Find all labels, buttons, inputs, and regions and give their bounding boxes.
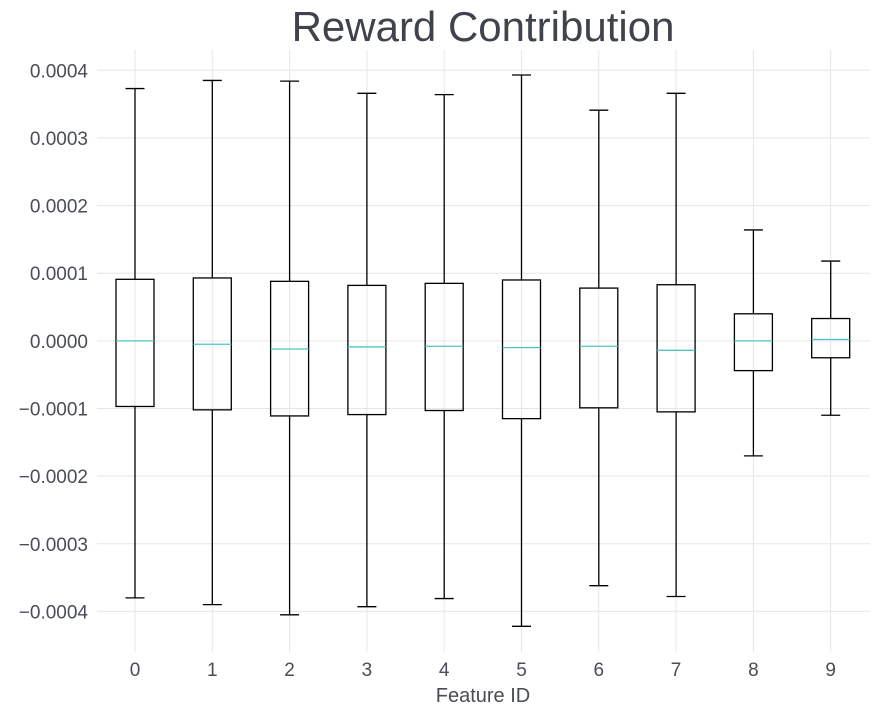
- x-tick-label: 2: [284, 660, 295, 681]
- box-plot-feature-8: [733, 229, 774, 457]
- y-tick-label: 0.0003: [30, 129, 88, 150]
- y-tick-label: 0.0004: [30, 61, 89, 82]
- boxes-layer: [115, 74, 851, 627]
- x-tick-label: 3: [362, 660, 373, 681]
- interquartile-box: [811, 317, 851, 359]
- x-axis-label: Feature ID: [436, 685, 530, 707]
- interquartile-box: [733, 313, 774, 372]
- box-plot-feature-3: [347, 92, 387, 608]
- interquartile-box: [579, 287, 619, 409]
- box-plot-feature-2: [269, 80, 310, 616]
- x-tick-label: 7: [671, 660, 682, 681]
- ticks-layer: −0.0004 −0.0003 −0.0002 −0.0001 0.0000 0.0001…: [19, 61, 836, 681]
- x-tick-label: 1: [207, 660, 218, 681]
- box-plot-feature-9: [811, 260, 851, 416]
- interquartile-box: [424, 282, 464, 412]
- y-tick-label: 0.0002: [30, 197, 88, 218]
- interquartile-box: [115, 278, 155, 408]
- x-tick-label: 4: [439, 660, 450, 681]
- x-tick-label: 8: [748, 660, 759, 681]
- y-tick-label: −0.0001: [19, 399, 88, 420]
- y-tick-label: 0.0001: [30, 264, 88, 285]
- interquartile-box: [656, 284, 696, 413]
- y-tick-label: −0.0002: [19, 467, 88, 488]
- x-tick-label: 6: [594, 660, 605, 681]
- box-plot-feature-5: [501, 74, 542, 627]
- interquartile-box: [501, 279, 542, 420]
- y-tick-label: −0.0003: [19, 535, 88, 556]
- box-plot-feature-4: [424, 93, 464, 600]
- box-plot-feature-0: [115, 87, 155, 599]
- interquartile-box: [347, 284, 387, 416]
- x-tick-label: 5: [516, 660, 527, 681]
- x-tick-label: 9: [825, 660, 836, 681]
- y-tick-label: 0.0000: [30, 332, 88, 353]
- box-plot-feature-1: [192, 79, 232, 606]
- y-tick-label: −0.0004: [19, 602, 89, 623]
- x-tick-label: 0: [130, 660, 141, 681]
- box-plot-feature-7: [656, 92, 696, 598]
- chart-title: Reward Contribution: [292, 3, 675, 50]
- box-plot-feature-6: [579, 109, 619, 587]
